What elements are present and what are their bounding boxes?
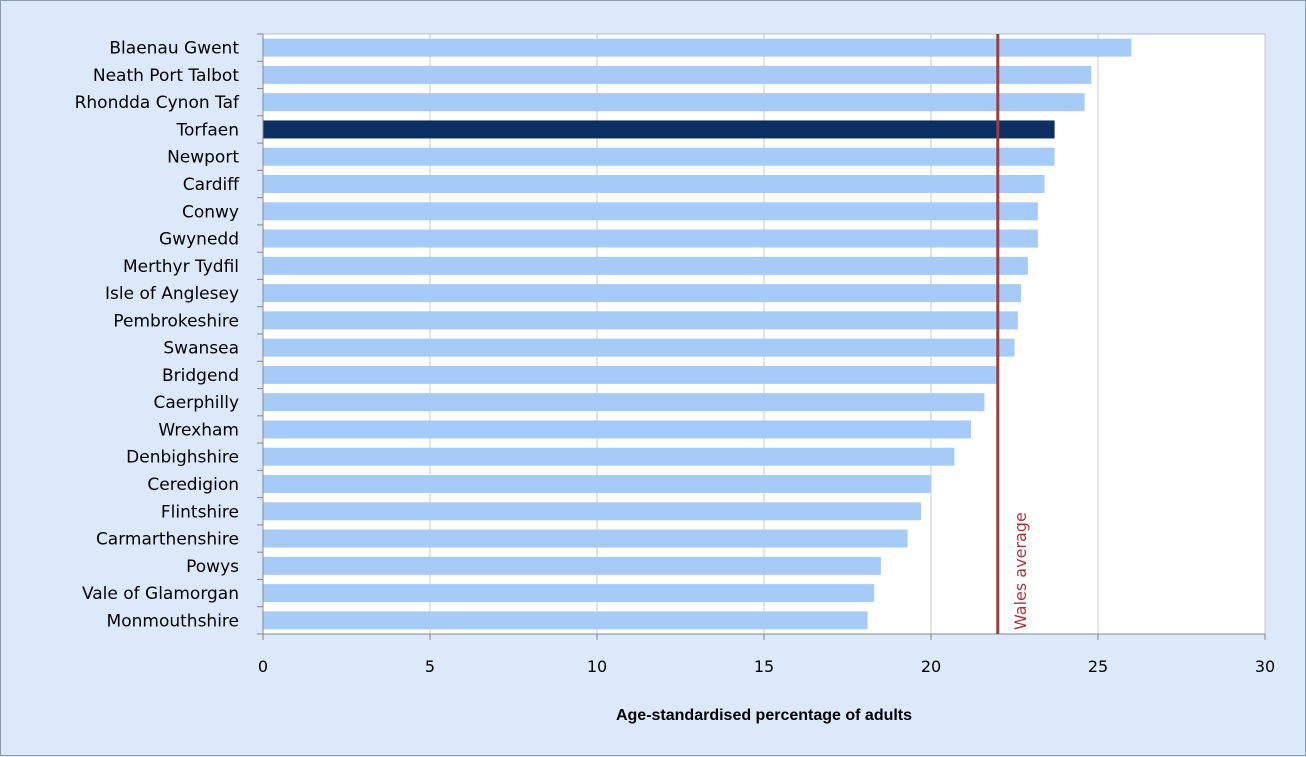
category-label: Carmarthenshire (96, 530, 239, 550)
category-label: Denbighshire (126, 448, 239, 468)
category-label: Ceredigion (147, 475, 239, 495)
bar-pembrokeshire (263, 311, 1018, 330)
x-axis-title: Age-standardised percentage of adults (616, 707, 912, 724)
axes: 0 5 10 15 20 25 30 (257, 33, 1275, 676)
bar-conwy (263, 202, 1038, 221)
reference-line-group: Wales average (996, 34, 1030, 634)
bar-wrexham (263, 420, 972, 439)
bar-ceredigion (263, 475, 931, 493)
bar-newport (263, 147, 1055, 166)
bar-caerphilly (263, 393, 985, 412)
category-label: Flintshire (161, 502, 239, 522)
category-label: Cardiff (183, 175, 240, 195)
x-tick-label: 0 (258, 657, 268, 676)
x-tick-label: 10 (587, 657, 607, 676)
category-label: Wrexham (158, 420, 239, 440)
category-label: Isle of Anglesey (105, 284, 239, 304)
category-label: Swansea (163, 339, 239, 359)
bar-flintshire (263, 502, 921, 521)
bar-isle-of-anglesey (263, 284, 1022, 303)
category-label: Merthyr Tydfil (123, 257, 239, 277)
bar-bridgend (263, 365, 998, 384)
category-label: Caerphilly (153, 393, 239, 413)
bar-powys (263, 556, 881, 575)
category-label: Pembrokeshire (113, 311, 239, 331)
category-label: Vale of Glamorgan (82, 584, 239, 604)
category-label: Rhondda Cynon Taf (75, 93, 240, 113)
wales-average-label: Wales average (1011, 512, 1030, 630)
bar-monmouthshire (263, 611, 868, 630)
bar-gwynedd (263, 229, 1038, 248)
bar-denbighshire (263, 447, 955, 466)
bars (263, 38, 1132, 630)
x-tick-label: 25 (1088, 657, 1108, 676)
bar-vale-of-glamorgan (263, 584, 875, 603)
x-tick-label: 20 (921, 657, 941, 676)
category-label: Newport (167, 148, 239, 168)
category-labels: Blaenau Gwent Neath Port Talbot Rhondda Cy… (75, 39, 241, 632)
category-label: Bridgend (162, 366, 239, 386)
bar-torfaen (263, 120, 1055, 139)
category-label: Conwy (182, 202, 239, 222)
category-label: Torfaen (175, 120, 239, 140)
bar-blaenau-gwent (263, 38, 1132, 57)
x-tick-label: 30 (1255, 657, 1275, 676)
bar-neath-port-talbot (263, 65, 1092, 84)
bar-cardiff (263, 175, 1045, 193)
bar-rhondda-cynon-taf (263, 93, 1085, 112)
bar-merthyr-tydfil (263, 256, 1028, 275)
x-tick-label: 5 (425, 657, 435, 676)
x-tick-label: 15 (754, 657, 774, 676)
bar-swansea (263, 338, 1015, 357)
category-label: Monmouthshire (107, 611, 239, 631)
category-label: Blaenau Gwent (109, 39, 239, 59)
category-label: Powys (186, 557, 239, 577)
category-label: Gwynedd (159, 230, 239, 250)
bar-carmarthenshire (263, 529, 908, 548)
category-label: Neath Port Talbot (93, 66, 239, 86)
